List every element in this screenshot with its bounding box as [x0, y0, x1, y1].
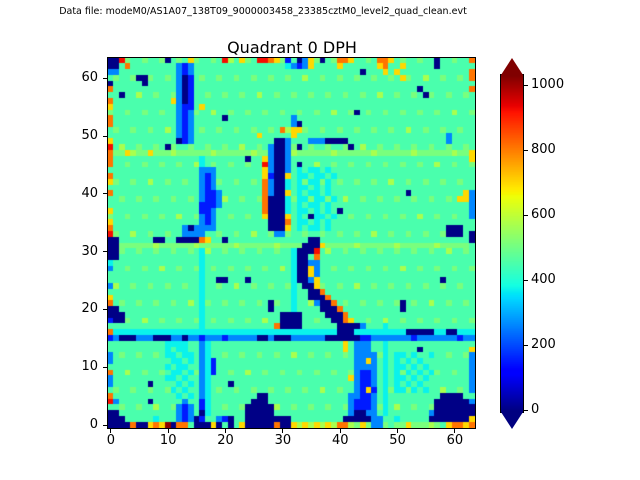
y-axis-tick	[103, 135, 107, 137]
y-axis-tick	[103, 77, 107, 79]
plot-title: Quadrant 0 DPH	[227, 38, 357, 57]
x-axis-tick	[454, 429, 456, 433]
colorbar-tick-label: 200	[531, 337, 556, 353]
x-axis-tick-label: 30	[274, 433, 292, 448]
x-axis-tick-label: 40	[331, 433, 349, 448]
colorbar-tick	[524, 149, 528, 151]
colorbar-tick-label: 0	[531, 402, 540, 418]
y-axis-tick-label: 40	[81, 185, 98, 201]
y-axis-tick	[103, 308, 107, 310]
colorbar-tick-label: 400	[531, 272, 556, 288]
x-axis-tick	[282, 429, 284, 433]
x-axis-tick-label: 10	[159, 433, 177, 448]
axes-frame	[107, 57, 476, 429]
x-axis-tick	[167, 429, 169, 433]
x-axis-tick	[339, 429, 341, 433]
x-axis-tick-label: 20	[217, 433, 234, 448]
datafile-header-text: Data file: modeM0/AS1A07_138T09_90000034…	[59, 6, 467, 17]
y-axis-tick	[103, 366, 107, 368]
y-axis-tick-label: 10	[81, 359, 98, 375]
colorbar-tick	[524, 84, 528, 86]
y-axis-tick-label: 50	[81, 128, 98, 144]
colorbar-extend-down-arrow	[501, 412, 523, 429]
x-axis-tick	[397, 429, 399, 433]
colorbar-tick-label: 1000	[531, 77, 565, 93]
y-axis-tick-label: 0	[89, 417, 98, 433]
colorbar-tick	[524, 279, 528, 281]
y-axis-tick-label: 30	[81, 243, 98, 259]
y-axis-tick	[103, 193, 107, 195]
colorbar-gradient	[501, 75, 523, 412]
colorbar-tick-label: 800	[531, 142, 556, 158]
x-axis-tick-label: 60	[446, 433, 464, 448]
colorbar-extend-up-arrow	[501, 58, 523, 75]
colorbar-tick	[524, 409, 528, 411]
x-axis-tick	[110, 429, 112, 433]
colorbar-tick-label: 600	[531, 207, 556, 223]
x-axis-tick-label: 50	[389, 433, 406, 448]
heatmap-image	[108, 58, 475, 428]
y-axis-tick	[103, 424, 107, 426]
colorbar-tick	[524, 214, 528, 216]
y-axis-tick-label: 60	[81, 70, 98, 86]
colorbar-tick	[524, 344, 528, 346]
x-axis-tick	[225, 429, 227, 433]
y-axis-tick-label: 20	[81, 301, 98, 317]
y-axis-tick	[103, 251, 107, 253]
x-axis-tick-label: 0	[106, 433, 115, 448]
